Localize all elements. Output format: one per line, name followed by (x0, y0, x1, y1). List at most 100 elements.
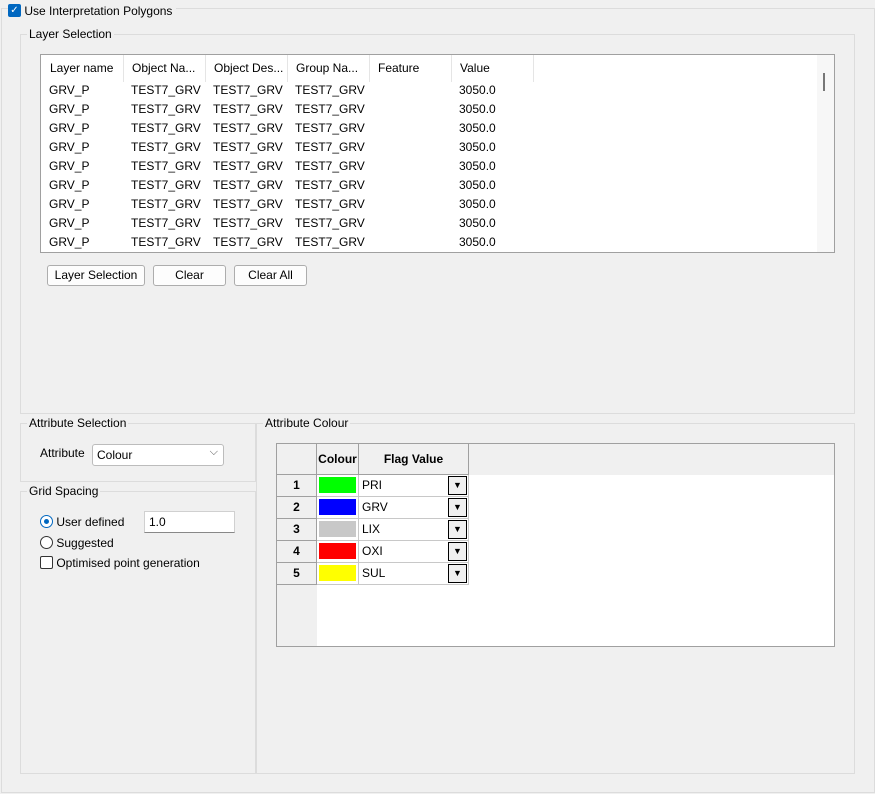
row-header[interactable]: 1 (277, 475, 317, 497)
table-cell: TEST7_GRV (213, 159, 283, 173)
layer-selection-button[interactable]: Layer Selection (47, 265, 145, 286)
column-header[interactable]: Object Des... (206, 55, 288, 82)
attribute-dropdown[interactable]: Colour ⌵ (92, 444, 224, 466)
column-header[interactable]: Feature (370, 55, 452, 82)
column-header[interactable]: Object Na... (124, 55, 206, 82)
table-cell: TEST7_GRV (213, 102, 283, 116)
table-cell: TEST7_GRV (295, 121, 365, 135)
use-interpretation-polygons-label: Use Interpretation Polygons (24, 3, 173, 18)
table-row[interactable]: GRV_P TEST7_GRV TEST7_GRV TEST7_GRV 3050.0 (41, 119, 817, 138)
radio-unselected-icon (40, 536, 53, 550)
table-cell: TEST7_GRV (295, 197, 365, 211)
grid-spacing-group: Grid Spacing (20, 484, 256, 774)
suggested-radio[interactable]: Suggested (40, 535, 114, 550)
colour-column-header[interactable]: Colour (317, 444, 359, 475)
table-cell: TEST7_GRV (131, 140, 201, 154)
table-cell: 3050.0 (459, 216, 496, 230)
dropdown-arrow-icon[interactable]: ▼ (448, 476, 467, 495)
table-row[interactable]: GRV_P TEST7_GRV TEST7_GRV TEST7_GRV 3050.0 (41, 157, 817, 176)
table-cell (370, 119, 452, 138)
row-header[interactable]: 4 (277, 541, 317, 563)
table-cell (370, 233, 452, 252)
table-row[interactable]: GRV_P TEST7_GRV TEST7_GRV TEST7_GRV 3050.0 (41, 214, 817, 233)
table-cell: TEST7_GRV (213, 197, 283, 211)
colour-swatch (319, 521, 356, 537)
colour-cell[interactable] (317, 563, 359, 585)
table-cell: TEST7_GRV (213, 235, 283, 249)
table-cell (370, 214, 452, 233)
colour-cell[interactable] (317, 497, 359, 519)
row-header[interactable]: 3 (277, 519, 317, 541)
checkbox-unchecked-icon (40, 556, 53, 570)
column-header[interactable]: Layer name (42, 55, 124, 82)
table-cell: TEST7_GRV (131, 235, 201, 249)
table-cell: TEST7_GRV (131, 121, 201, 135)
table-row[interactable]: GRV_P TEST7_GRV TEST7_GRV TEST7_GRV 3050.0 (41, 100, 817, 119)
dropdown-arrow-icon[interactable]: ▼ (448, 498, 467, 517)
flag-value: LIX (362, 522, 381, 536)
flag-value-dropdown[interactable]: LIX ▼ (359, 519, 469, 541)
attribute-selection-title: Attribute Selection (27, 416, 129, 430)
flag-value: SUL (362, 566, 386, 580)
flag-value-dropdown[interactable]: GRV ▼ (359, 497, 469, 519)
dropdown-arrow-icon[interactable]: ▼ (448, 564, 467, 583)
user-defined-input[interactable]: 1.0 (144, 511, 235, 533)
table-row[interactable]: GRV_P TEST7_GRV TEST7_GRV TEST7_GRV 3050.0 (41, 233, 817, 252)
table-cell: TEST7_GRV (131, 159, 201, 173)
layer-selection-title: Layer Selection (27, 27, 114, 41)
flag-value: PRI (362, 478, 383, 492)
flag-value-dropdown[interactable]: SUL ▼ (359, 563, 469, 585)
row-header[interactable]: 2 (277, 497, 317, 519)
colour-cell[interactable] (317, 475, 359, 497)
user-defined-value: 1.0 (149, 515, 166, 529)
table-cell: GRV_P (49, 159, 90, 173)
flag-value-dropdown[interactable]: PRI ▼ (359, 475, 469, 497)
table-row[interactable]: GRV_P TEST7_GRV TEST7_GRV TEST7_GRV 3050.0 (41, 81, 817, 100)
chevron-down-icon: ⌵ (209, 446, 218, 458)
table-cell: TEST7_GRV (295, 140, 365, 154)
table-cell: GRV_P (49, 140, 90, 154)
column-header[interactable]: Value (452, 55, 534, 82)
dropdown-arrow-icon[interactable]: ▼ (448, 520, 467, 539)
table-cell: TEST7_GRV (131, 197, 201, 211)
layer-selection-group: Layer Selection (20, 27, 855, 414)
optimised-point-generation-checkbox[interactable]: Optimised point generation (40, 555, 200, 570)
clear-button[interactable]: Clear (153, 265, 226, 286)
attribute-dropdown-value: Colour (97, 448, 133, 462)
dropdown-arrow-icon[interactable]: ▼ (448, 542, 467, 561)
colour-cell[interactable] (317, 519, 359, 541)
table-cell: TEST7_GRV (213, 216, 283, 230)
table-cell: GRV_P (49, 235, 90, 249)
table-row[interactable]: GRV_P TEST7_GRV TEST7_GRV TEST7_GRV 3050.0 (41, 176, 817, 195)
clear-all-button[interactable]: Clear All (234, 265, 307, 286)
attribute-colour-grid[interactable]: Colour Flag Value 1 PRI ▼ 2 GRV ▼ 3 LIX ▼ 4 OXI ▼ 5 S… (276, 443, 835, 647)
table-cell: 3050.0 (459, 140, 496, 154)
table-cell: TEST7_GRV (213, 140, 283, 154)
grid-spacing-title: Grid Spacing (27, 484, 101, 498)
flag-value: OXI (362, 544, 383, 558)
user-defined-radio[interactable]: User defined (40, 514, 124, 529)
table-cell: GRV_P (49, 178, 90, 192)
attribute-label: Attribute (40, 446, 85, 460)
row-header[interactable]: 5 (277, 563, 317, 585)
flag-value-dropdown[interactable]: OXI ▼ (359, 541, 469, 563)
column-header[interactable]: Group Na... (288, 55, 370, 82)
use-interpretation-polygons-checkbox[interactable]: ✓ Use Interpretation Polygons (8, 3, 177, 18)
attribute-colour-title: Attribute Colour (263, 416, 351, 430)
layer-table[interactable]: Layer name Object Na... Object Des... Group… (40, 54, 835, 253)
table-cell: GRV_P (49, 102, 90, 116)
colour-cell[interactable] (317, 541, 359, 563)
table-cell: GRV_P (49, 197, 90, 211)
checkbox-checked-icon: ✓ (8, 4, 21, 18)
table-row[interactable]: GRV_P TEST7_GRV TEST7_GRV TEST7_GRV 3050.0 (41, 195, 817, 214)
table-row[interactable]: GRV_P TEST7_GRV TEST7_GRV TEST7_GRV 3050.0 (41, 138, 817, 157)
table-scrollbar[interactable] (817, 55, 834, 252)
table-cell (370, 100, 452, 119)
table-cell: TEST7_GRV (131, 216, 201, 230)
colour-swatch (319, 565, 356, 581)
flag-value-column-header[interactable]: Flag Value (359, 444, 469, 475)
scrollbar-thumb[interactable] (823, 73, 825, 91)
table-cell: TEST7_GRV (131, 83, 201, 97)
suggested-label: Suggested (56, 535, 114, 550)
table-cell: TEST7_GRV (213, 121, 283, 135)
